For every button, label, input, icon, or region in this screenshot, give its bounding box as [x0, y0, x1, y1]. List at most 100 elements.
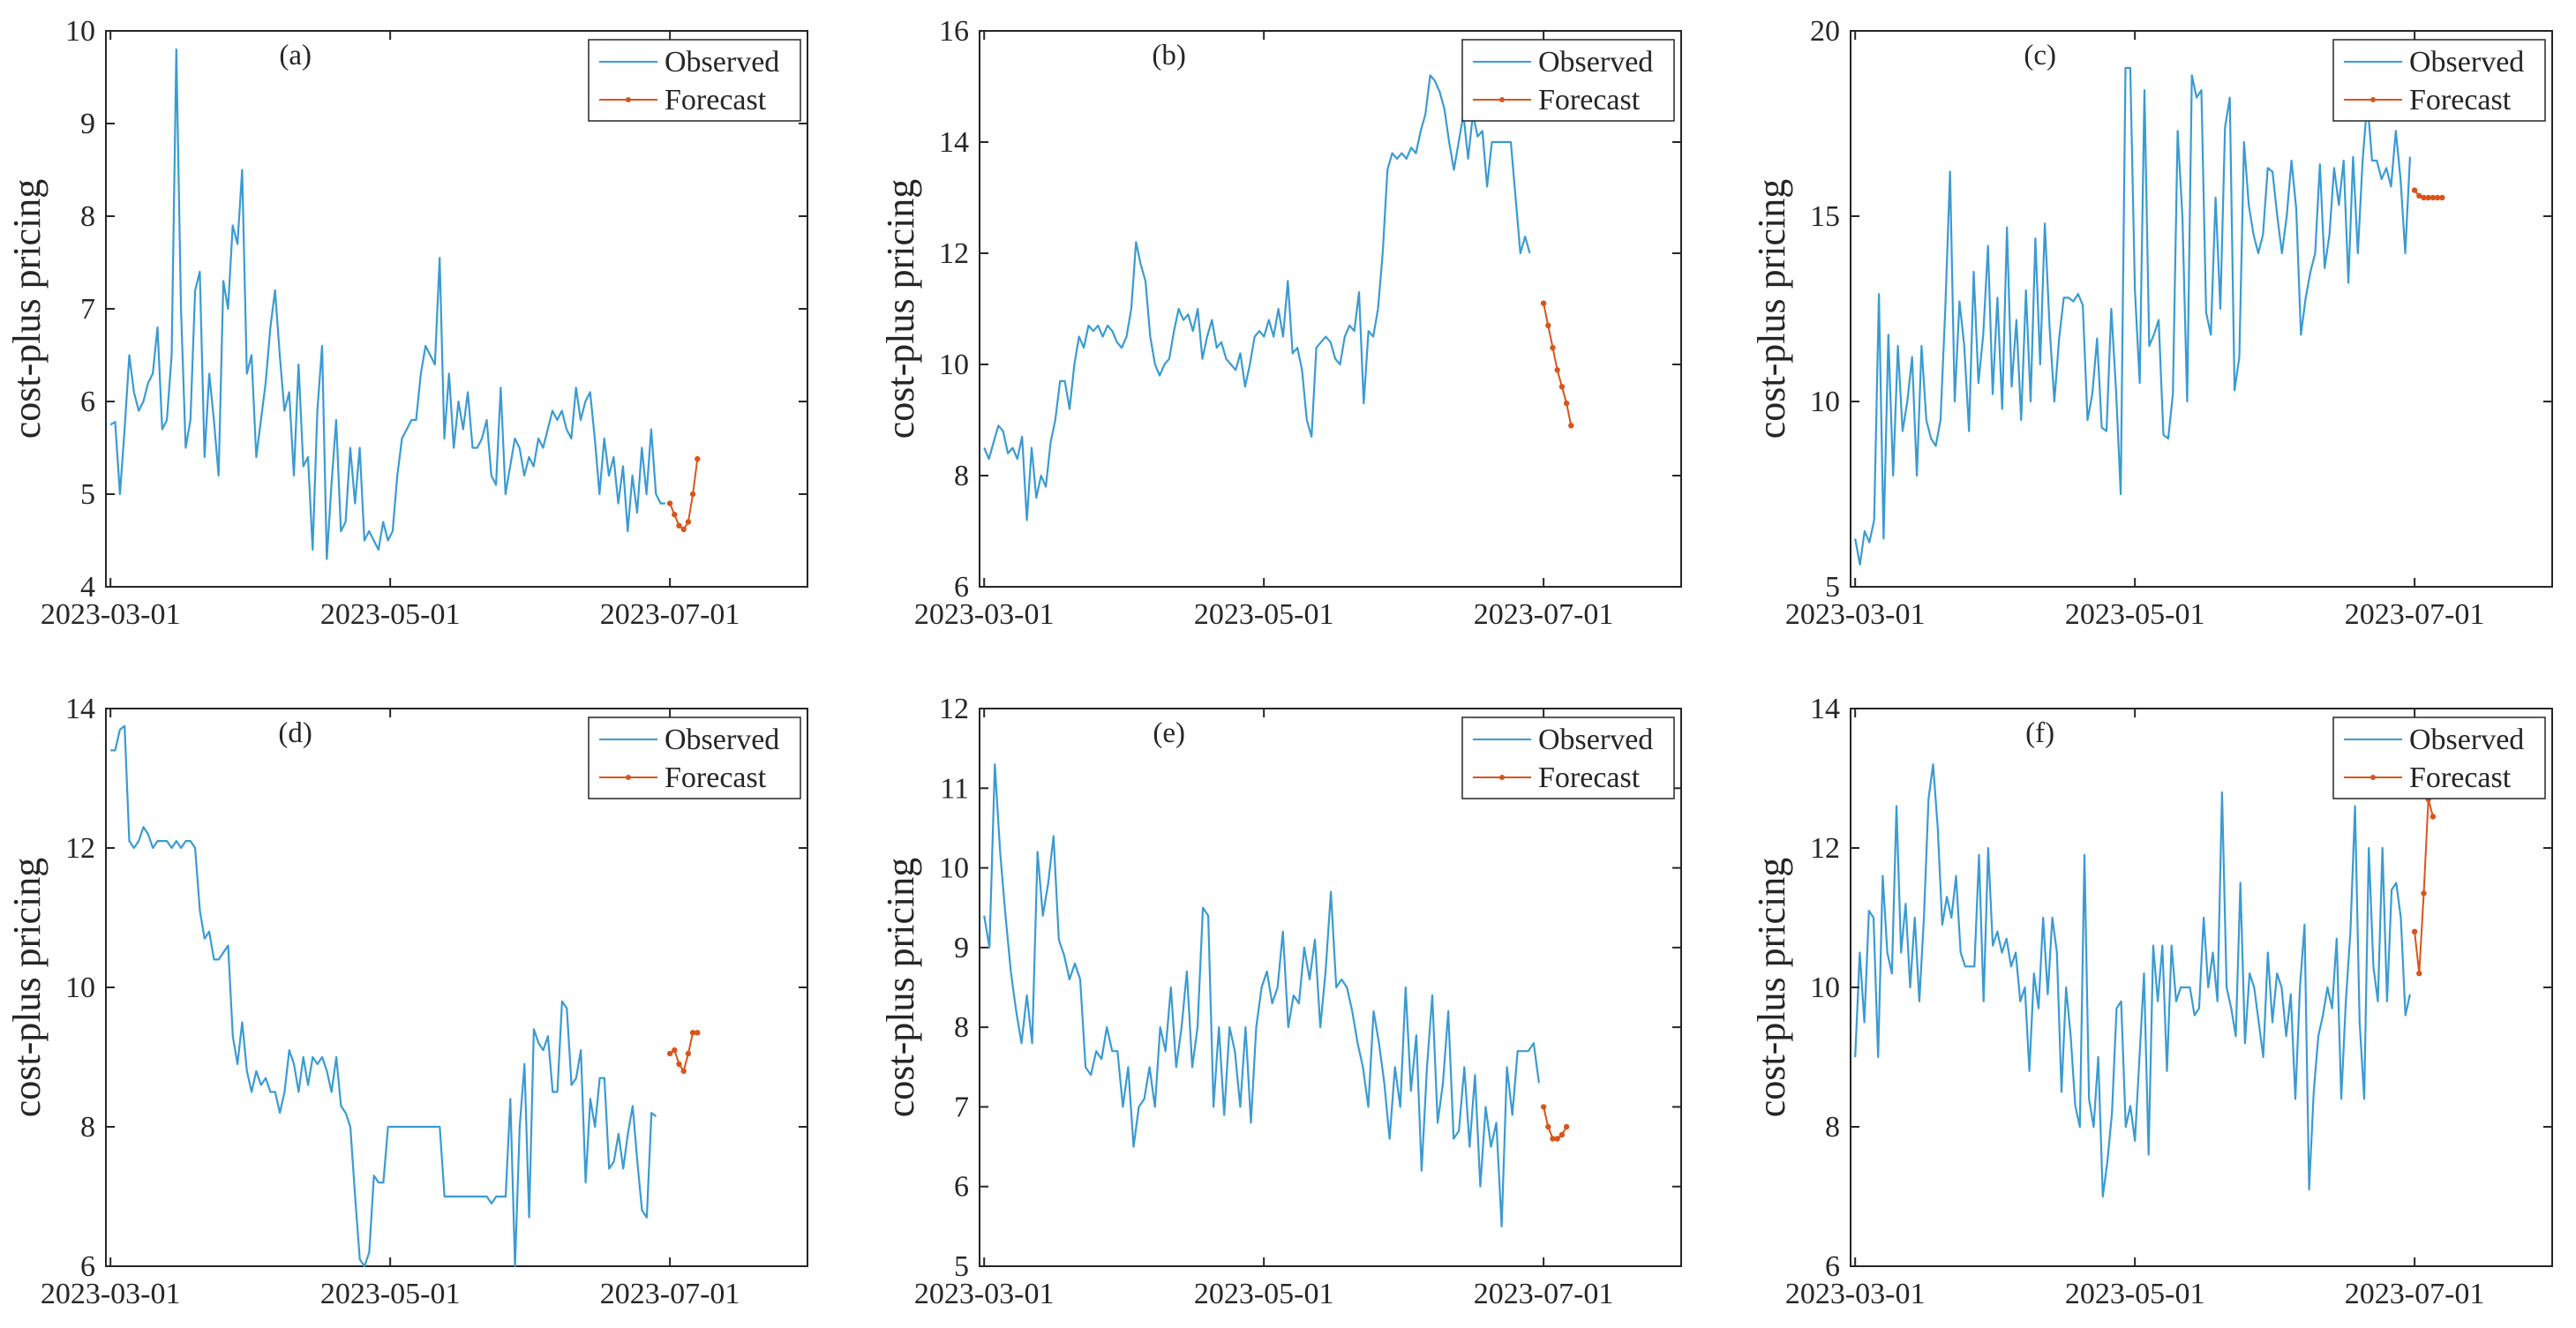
y-tick-label: 12	[1810, 832, 1840, 865]
forecast-point	[689, 1030, 696, 1036]
forecast-point	[1550, 1136, 1556, 1142]
chart-panel-c: 5 10 15 20 2023-03-01 2023-05-01 2023-07-01 cos…	[1750, 15, 2553, 631]
y-axis-label: cost-plus pricing	[1750, 179, 1793, 439]
y-tick-label: 10	[939, 349, 969, 381]
forecast-point	[1568, 423, 1574, 429]
forecast-point	[685, 1050, 692, 1057]
forecast-point	[1554, 1136, 1560, 1142]
y-tick-label: 9	[80, 108, 95, 140]
y-tick-label: 8	[80, 200, 95, 233]
legend-marker-forecast	[626, 97, 631, 102]
x-tick-label: 2023-03-01	[41, 598, 181, 631]
forecast-point	[2421, 194, 2427, 201]
forecast-point	[1540, 300, 1547, 306]
y-tick-label: 14	[65, 693, 95, 725]
forecast-point	[1563, 400, 1570, 407]
y-tick-label: 20	[1810, 15, 1840, 48]
forecast-point	[2411, 187, 2418, 193]
chart-panel-f: 6 8 10 12 14 2023-03-01 2023-05-01 2023-07-01 co…	[1750, 693, 2553, 1310]
y-axis-label: cost-plus pricing	[879, 179, 922, 439]
y-tick-label: 12	[939, 237, 969, 270]
x-tick-label: 2023-07-01	[2345, 598, 2485, 631]
observed-series-line	[983, 763, 1540, 1228]
forecast-point	[672, 1047, 678, 1054]
legend-label-forecast: Forecast	[665, 84, 767, 116]
forecast-point	[695, 455, 701, 462]
forecast-point	[666, 500, 673, 506]
legend: Observed Forecast	[2332, 39, 2546, 122]
forecast-point	[1558, 384, 1566, 390]
y-tick-label: 5	[1825, 571, 1840, 604]
legend-label-observed: Observed	[1538, 46, 1653, 79]
forecast-point	[1558, 1131, 1566, 1138]
legend-box	[2332, 39, 2546, 122]
x-tick-label: 2023-07-01	[1474, 598, 1614, 631]
legend-label-forecast: Forecast	[665, 762, 767, 794]
legend-label-observed: Observed	[1538, 724, 1653, 756]
y-tick-label: 16	[939, 15, 969, 48]
panel-label: (c)	[2024, 40, 2056, 71]
observed-series-line	[110, 724, 657, 1268]
y-tick-label: 9	[954, 932, 969, 964]
forecast-point	[2430, 194, 2437, 201]
forecast-point	[680, 526, 687, 533]
y-tick-label: 14	[939, 126, 969, 159]
legend-box	[588, 717, 801, 799]
axes-box	[979, 30, 1682, 588]
chart-panel-a: 4 5 6 7 8 9 10 2023-03-01 2023-05-01 2023-07-01 co…	[5, 15, 808, 631]
x-tick-label: 2023-03-01	[41, 1278, 181, 1310]
forecast-point	[1545, 322, 1551, 329]
x-tick-label: 2023-07-01	[600, 598, 740, 631]
y-tick-label: 12	[65, 832, 95, 865]
x-tick-label: 2023-05-01	[320, 1278, 461, 1310]
x-tick-label: 2023-03-01	[914, 598, 1055, 631]
forecast-point	[1554, 367, 1560, 373]
forecast-point	[1545, 1123, 1551, 1130]
legend-box	[1461, 717, 1675, 799]
x-tick-label: 2023-05-01	[2065, 1278, 2205, 1310]
y-tick-label: 15	[1810, 200, 1840, 233]
y-axis-label: cost-plus pricing	[879, 858, 922, 1118]
legend-box	[588, 39, 801, 122]
y-axis-label: cost-plus pricing	[5, 179, 49, 439]
forecast-point	[1540, 1104, 1547, 1110]
y-tick-label: 10	[65, 15, 95, 48]
x-tick-label: 2023-07-01	[1474, 1278, 1614, 1310]
legend-marker-forecast	[626, 775, 631, 780]
forecast-point	[695, 1030, 701, 1036]
y-tick-label: 11	[940, 772, 969, 805]
forecast-point	[2425, 194, 2431, 201]
legend-label-forecast: Forecast	[1538, 762, 1641, 794]
forecast-point	[2434, 194, 2441, 201]
y-tick-label: 6	[954, 571, 969, 604]
y-tick-label: 8	[80, 1111, 95, 1144]
forecast-point	[2439, 194, 2445, 201]
x-tick-label: 2023-05-01	[320, 598, 461, 631]
legend-marker-forecast	[1499, 775, 1505, 780]
y-tick-label: 8	[954, 1011, 969, 1044]
y-tick-label: 8	[1825, 1111, 1840, 1144]
y-tick-label: 6	[1825, 1250, 1840, 1283]
forecast-point	[676, 522, 682, 529]
legend-label-observed: Observed	[2409, 46, 2524, 79]
legend-marker-forecast	[2370, 97, 2376, 102]
axes-box	[979, 708, 1682, 1267]
forecast-point	[1563, 1123, 1570, 1130]
x-tick-label: 2023-07-01	[2345, 1278, 2485, 1310]
forecast-point	[680, 1068, 687, 1075]
forecast-point	[689, 491, 696, 498]
panel-label: (e)	[1153, 717, 1185, 749]
forecast-point	[672, 511, 678, 518]
y-tick-label: 8	[954, 460, 969, 492]
y-tick-label: 12	[939, 693, 969, 725]
legend-marker-forecast	[1499, 97, 1505, 102]
x-tick-label: 2023-03-01	[1785, 1278, 1926, 1310]
chart-panel-d: 6 8 10 12 14 2023-03-01 2023-05-01 2023-07-01 co…	[5, 693, 808, 1310]
x-tick-label: 2023-05-01	[1194, 1278, 1334, 1310]
x-tick-label: 2023-05-01	[1194, 598, 1334, 631]
y-axis-label: cost-plus pricing	[5, 858, 49, 1118]
forecast-point	[2430, 814, 2437, 820]
legend: Observed Forecast	[1461, 39, 1675, 122]
forecast-point	[685, 519, 692, 525]
